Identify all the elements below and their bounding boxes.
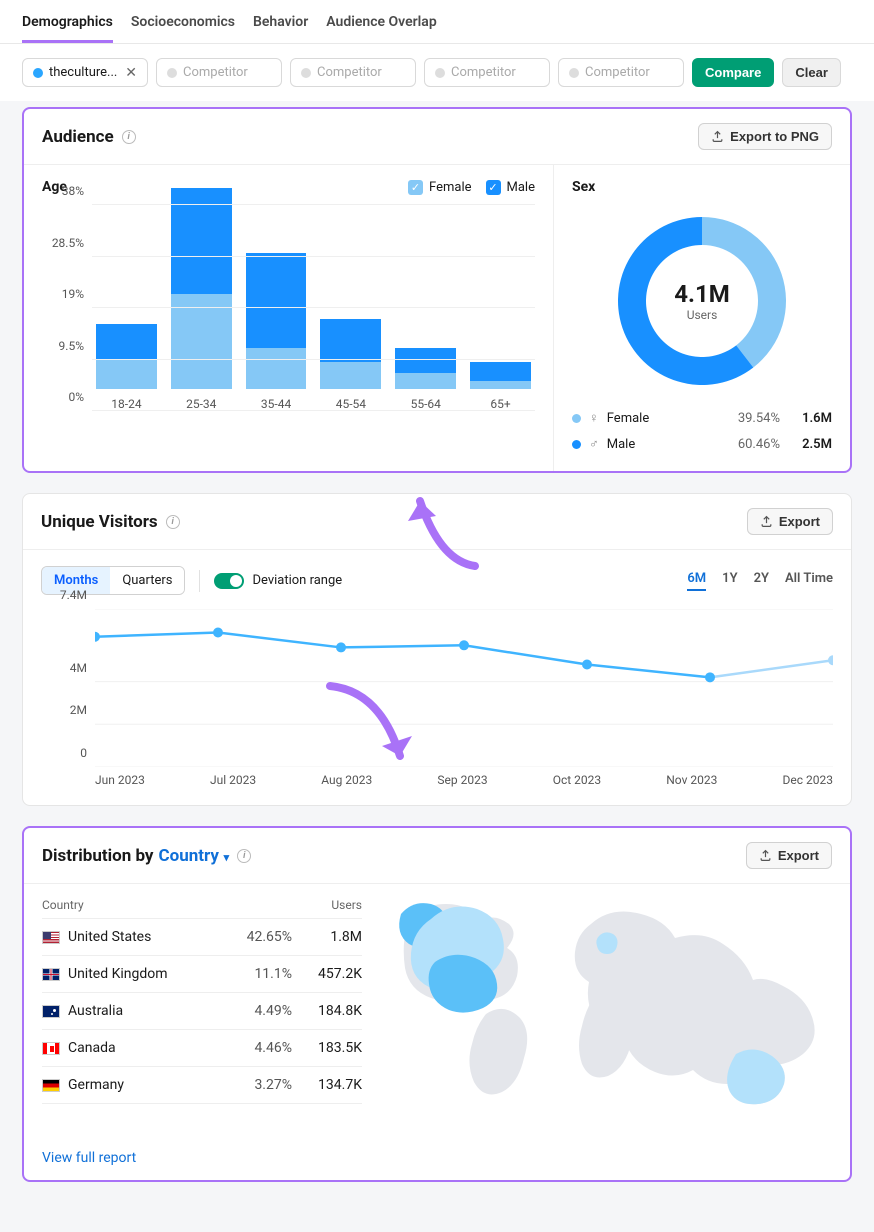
toggle-switch-icon [214, 573, 244, 589]
table-row[interactable]: United States42.65%1.8M [42, 919, 362, 956]
tabs-bar: Demographics Socioeconomics Behavior Aud… [0, 0, 874, 44]
donut-center-value: 4.1M [674, 280, 730, 308]
age-panel: Age ✓ Female ✓ Male 0%9.5%19%28.5%38% [24, 165, 554, 471]
table-row[interactable]: United Kingdom11.1%457.2K [42, 956, 362, 993]
dot-icon [301, 68, 311, 78]
period-quarters[interactable]: Quarters [110, 567, 184, 594]
sex-donut-chart: 4.1M Users [612, 211, 792, 391]
donut-center-label: Users [687, 308, 718, 322]
sex-panel: Sex 4.1M Users ♀ Female 39.54% 1.6M [554, 165, 850, 471]
site-chip-label: theculture... [49, 65, 117, 80]
competitor-placeholder: Competitor [585, 65, 650, 80]
table-row[interactable]: Australia4.49%184.8K [42, 993, 362, 1030]
competitor-placeholder: Competitor [317, 65, 382, 80]
audience-card: Audience i Export to PNG Age ✓ Female [22, 107, 852, 473]
age-chart: 0%9.5%19%28.5%38% 18-2425-3435-4445-5455… [42, 205, 535, 435]
th-country: Country [42, 898, 84, 912]
competitor-chip[interactable]: Competitor [424, 58, 550, 87]
info-icon[interactable]: i [237, 849, 251, 863]
dot-icon [33, 68, 43, 78]
range-1y[interactable]: 1Y [722, 571, 737, 591]
filters-bar: theculture... ✕ Competitor Competitor Co… [0, 44, 874, 101]
visitors-line-chart: 02M4M7.4M Jun 2023Jul 2023Aug 2023Sep 20… [41, 609, 833, 789]
range-2y[interactable]: 2Y [754, 571, 769, 591]
info-icon[interactable]: i [166, 515, 180, 529]
world-map [390, 884, 832, 1128]
export-button[interactable]: Export [747, 508, 833, 535]
tab-demographics[interactable]: Demographics [22, 8, 113, 43]
th-users: Users [331, 898, 362, 912]
unique-visitors-card: Unique Visitors i Export Months Quarters [22, 493, 852, 806]
range-alltime[interactable]: All Time [785, 571, 833, 591]
chevron-down-icon: ▾ [221, 851, 229, 864]
clear-button[interactable]: Clear [782, 58, 841, 87]
compare-button[interactable]: Compare [692, 58, 774, 87]
distribution-card: Distribution by Country ▾ i Export Count… [22, 826, 852, 1182]
range-tabs: 6M 1Y 2Y All Time [687, 571, 833, 591]
competitor-placeholder: Competitor [183, 65, 248, 80]
site-chip[interactable]: theculture... ✕ [22, 58, 148, 87]
export-icon [760, 515, 773, 528]
export-button[interactable]: Export [746, 842, 832, 869]
distribution-dimension-dropdown[interactable]: Country ▾ [158, 846, 229, 866]
table-row[interactable]: Canada4.46%183.5K [42, 1030, 362, 1067]
distribution-title-prefix: Distribution by [42, 846, 153, 866]
competitor-chip[interactable]: Competitor [156, 58, 282, 87]
sex-title: Sex [572, 179, 595, 195]
close-icon[interactable]: ✕ [125, 66, 137, 80]
dot-icon [435, 68, 445, 78]
range-6m[interactable]: 6M [687, 571, 706, 591]
deviation-toggle[interactable]: Deviation range [214, 573, 342, 589]
audience-title: Audience [42, 127, 114, 147]
competitor-chip[interactable]: Competitor [558, 58, 684, 87]
dot-icon [167, 68, 177, 78]
table-row[interactable]: Germany3.27%134.7K [42, 1067, 362, 1104]
export-png-button[interactable]: Export to PNG [698, 123, 832, 150]
export-icon [711, 130, 724, 143]
tab-behavior[interactable]: Behavior [253, 8, 308, 43]
competitor-placeholder: Competitor [451, 65, 516, 80]
export-icon [759, 849, 772, 862]
unique-visitors-title: Unique Visitors [41, 512, 158, 532]
sex-legend: ♀ Female 39.54% 1.6M ♂ Male 60.46% 2.5M [572, 405, 832, 457]
view-full-report-link[interactable]: View full report [24, 1146, 850, 1180]
info-icon[interactable]: i [122, 130, 136, 144]
competitor-chip[interactable]: Competitor [290, 58, 416, 87]
distribution-table: Country Users United States42.65%1.8MUni… [42, 884, 362, 1128]
dot-icon [569, 68, 579, 78]
tab-audience-overlap[interactable]: Audience Overlap [326, 8, 436, 43]
tab-socioeconomics[interactable]: Socioeconomics [131, 8, 235, 43]
